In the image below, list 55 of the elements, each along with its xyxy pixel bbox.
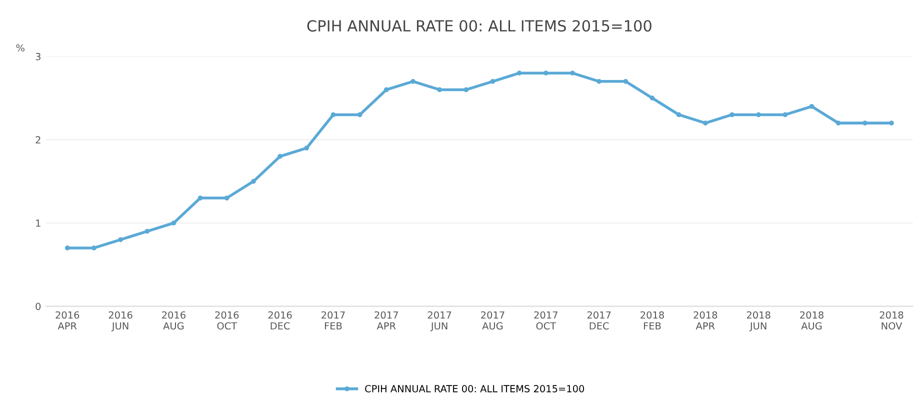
point — [437, 87, 442, 92]
x-tick-label: 2018 FEB — [640, 311, 664, 330]
point — [889, 120, 894, 126]
y-tick-label: 2 — [36, 136, 40, 144]
point — [171, 220, 176, 226]
point — [623, 78, 628, 84]
x-tick-label: 2017 APR — [374, 311, 398, 330]
point — [144, 228, 150, 234]
y-tick-label: 1 — [36, 220, 40, 227]
point — [702, 120, 708, 126]
y-tick-label: 0 — [36, 302, 41, 310]
x-tick-label: 2018 NOV — [880, 311, 904, 330]
chart-title: CPIH ANNUAL RATE 00: ALL ITEMS 2015=100 — [307, 20, 652, 32]
point — [251, 178, 256, 184]
point — [809, 104, 814, 109]
y-tick-label: 3 — [36, 52, 40, 60]
point — [782, 112, 788, 118]
point — [330, 112, 336, 118]
point — [278, 154, 282, 159]
point — [596, 78, 602, 84]
point — [490, 78, 496, 84]
x-tick-label: 2018 APR — [694, 311, 718, 330]
point — [543, 70, 548, 76]
x-tick-label: 2017 FEB — [322, 311, 345, 330]
point — [730, 112, 734, 118]
point — [92, 246, 96, 250]
x-tick-label: 2016 APR — [56, 311, 80, 330]
x-tick-label: 2018 JUN — [746, 311, 770, 332]
point — [224, 196, 230, 200]
point — [464, 87, 469, 92]
point — [676, 112, 682, 118]
point — [756, 112, 762, 118]
y-axis-title: % — [16, 44, 24, 52]
x-tick-label: 2017 JUN — [428, 311, 452, 332]
point — [384, 87, 389, 92]
point — [650, 96, 655, 100]
point — [304, 146, 310, 150]
x-tick-label: 2016 JUN — [108, 311, 132, 332]
point — [570, 70, 575, 76]
x-tick-label: 2016 OCT — [215, 311, 239, 330]
x-tick-label: 2017 AUG — [481, 311, 504, 330]
point — [64, 246, 70, 250]
x-tick-label: 2016 DEC — [268, 311, 292, 330]
x-tick-label: 2018 AUG — [800, 311, 824, 330]
point — [118, 237, 123, 242]
point — [516, 70, 522, 76]
x-tick-label: 2017 DEC — [587, 311, 611, 330]
legend-label: CPIH ANNUAL RATE 00: ALL ITEMS 2015=100 — [365, 385, 584, 392]
point — [862, 120, 868, 126]
point — [357, 112, 362, 118]
point — [410, 78, 416, 84]
x-tick-label: 2016 AUG — [162, 311, 186, 330]
point — [836, 120, 841, 126]
x-tick-label: 2017 OCT — [534, 311, 558, 330]
point — [198, 196, 203, 200]
